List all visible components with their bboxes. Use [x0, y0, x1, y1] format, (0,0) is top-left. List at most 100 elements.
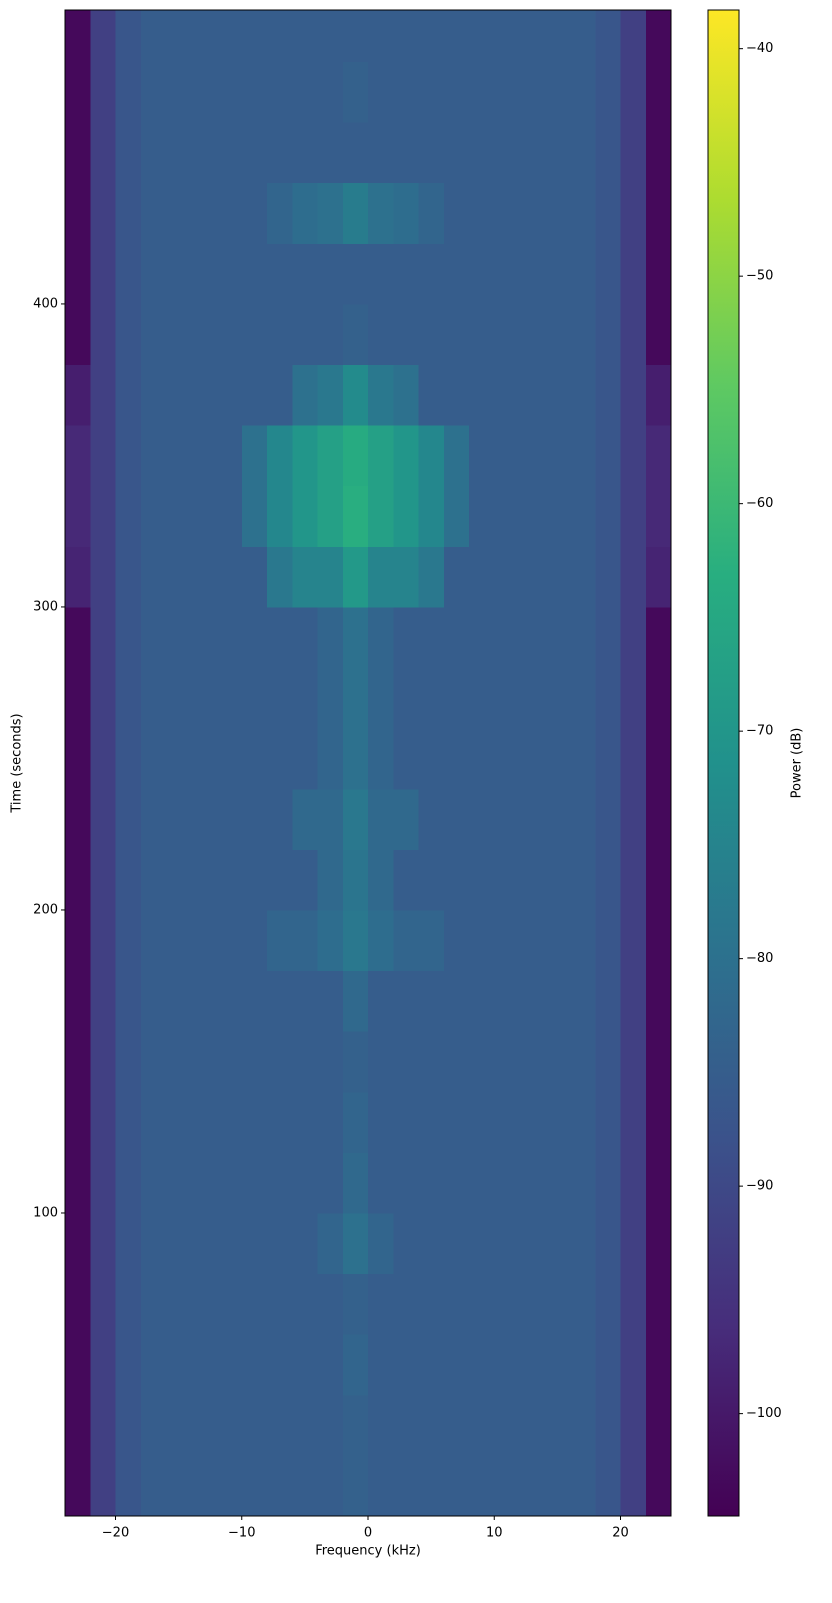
heatmap-cell [544, 303, 571, 366]
heatmap-cell [494, 1273, 520, 1335]
heatmap-cell [494, 970, 520, 1032]
heatmap-cell [544, 425, 571, 487]
heatmap-cell [393, 1394, 419, 1456]
heatmap-cell [443, 1031, 470, 1093]
heatmap-cell [90, 243, 116, 305]
heatmap-cell [469, 1031, 495, 1093]
heatmap-cell [342, 1152, 369, 1214]
heatmap-cell [393, 1455, 419, 1516]
heatmap-cell [519, 425, 546, 487]
heatmap-cell [317, 667, 344, 729]
heatmap-cell [620, 10, 647, 63]
heatmap-cell [166, 243, 192, 305]
heatmap-cell [216, 849, 243, 911]
heatmap-cell [115, 1455, 142, 1516]
heatmap-cell [570, 364, 596, 426]
heatmap-cell [570, 1273, 596, 1335]
heatmap-cell [620, 425, 647, 487]
heatmap-cell [267, 1334, 293, 1396]
heatmap-cell [65, 1152, 91, 1214]
heatmap-cell [140, 728, 167, 790]
heatmap-cell [317, 182, 344, 244]
heatmap-cell [544, 728, 571, 790]
heatmap-cell [393, 364, 419, 426]
heatmap-cell [216, 667, 243, 729]
heatmap-cell [292, 728, 318, 790]
heatmap-cell [65, 10, 91, 63]
heatmap-cell [241, 728, 268, 790]
heatmap-cell [115, 10, 142, 63]
heatmap-cell [469, 10, 495, 63]
heatmap-cell [140, 182, 167, 244]
heatmap-cell [166, 606, 192, 669]
heatmap-cell [216, 425, 243, 487]
heatmap-cell [241, 1212, 268, 1275]
heatmap-cell [494, 1152, 520, 1214]
heatmap-cell [595, 425, 621, 487]
heatmap-cell [90, 61, 116, 123]
heatmap-cell [645, 667, 671, 729]
heatmap-cell [90, 182, 116, 244]
heatmap-cell [570, 788, 596, 850]
heatmap-cell [368, 1152, 394, 1214]
heatmap-cell [469, 303, 495, 366]
heatmap-cell [368, 243, 394, 305]
heatmap-cell [544, 1091, 571, 1153]
heatmap-cell [519, 1091, 546, 1153]
heatmap-cell [443, 1273, 470, 1335]
heatmap-cell [368, 909, 394, 972]
heatmap-cell [267, 1091, 293, 1153]
heatmap-cell [645, 1212, 671, 1275]
heatmap-cell [317, 1212, 344, 1275]
heatmap-cell [544, 122, 571, 184]
heatmap-cell [241, 667, 268, 729]
heatmap-cell [645, 1334, 671, 1396]
heatmap-cell [216, 728, 243, 790]
heatmap-cell [595, 970, 621, 1032]
heatmap-cell [519, 243, 546, 305]
heatmap-cell [494, 182, 520, 244]
heatmap-cell [317, 728, 344, 790]
heatmap-cell [166, 1212, 192, 1275]
heatmap-cell [90, 546, 116, 608]
heatmap-cell [620, 1394, 647, 1456]
heatmap-cell [317, 970, 344, 1032]
heatmap-cell [418, 1212, 445, 1275]
heatmap-cell [90, 909, 116, 972]
heatmap-cell [368, 1212, 394, 1275]
heatmap-cell [292, 243, 318, 305]
heatmap-cell [645, 10, 671, 63]
heatmap-cell [494, 606, 520, 669]
colorbar-tick-label: −80 [746, 951, 773, 966]
heatmap-cell [342, 1091, 369, 1153]
heatmap-cell [166, 1031, 192, 1093]
heatmap-cell [342, 10, 369, 63]
heatmap-cell [469, 182, 495, 244]
heatmap-cell [342, 243, 369, 305]
heatmap-cell [166, 364, 192, 426]
heatmap-cell [393, 909, 419, 972]
heatmap-cell [342, 788, 369, 850]
heatmap-cell [267, 546, 293, 608]
heatmap-cell [342, 303, 369, 366]
heatmap-cell [267, 788, 293, 850]
heatmap-cell [292, 788, 318, 850]
heatmap-cell [342, 1334, 369, 1396]
heatmap-cell [317, 788, 344, 850]
heatmap-cell [90, 425, 116, 487]
heatmap-cell [292, 667, 318, 729]
heatmap-cell [140, 546, 167, 608]
heatmap-cell [191, 1273, 217, 1335]
heatmap-cell [140, 1091, 167, 1153]
heatmap-cell [595, 546, 621, 608]
heatmap-cell [368, 728, 394, 790]
heatmap-cell [317, 1031, 344, 1093]
heatmap-cell [241, 10, 268, 63]
heatmap-cell [140, 606, 167, 669]
heatmap-cell [494, 364, 520, 426]
heatmap-cell [115, 1212, 142, 1275]
heatmap-cell [65, 425, 91, 487]
heatmap-cell [519, 1031, 546, 1093]
heatmap-cell [469, 728, 495, 790]
heatmap-cell [342, 909, 369, 972]
